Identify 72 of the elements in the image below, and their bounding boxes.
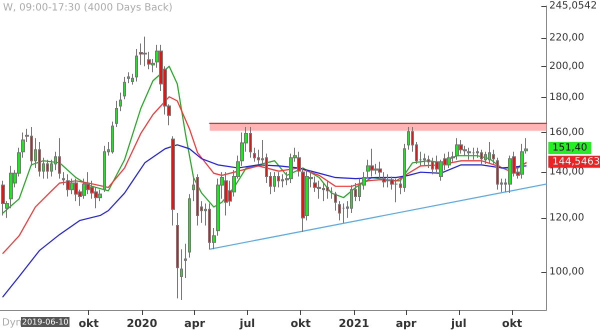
- candlestick: [508, 155, 512, 194]
- candlestick: [131, 73, 134, 86]
- y-tick-label: 120,00: [549, 212, 584, 224]
- candlestick: [58, 138, 61, 180]
- x-tick-label: jul: [450, 317, 466, 330]
- candlestick: [330, 186, 333, 200]
- candlestick: [338, 200, 341, 221]
- candlestick: [423, 153, 426, 166]
- candlestick: [386, 174, 390, 188]
- line-series: [2, 144, 527, 298]
- candlestick: [342, 202, 345, 224]
- candlestick: [180, 248, 183, 301]
- candlestick: [86, 172, 90, 195]
- x-tick-label: okt: [290, 317, 311, 330]
- candlestick: [488, 141, 491, 164]
- line-series: [2, 66, 527, 214]
- candlestick: [350, 184, 353, 214]
- chart-title: W, 09:00-17:30 (4000 Days Back): [3, 2, 173, 14]
- x-tick-label: apr: [184, 317, 206, 330]
- candlestick: [143, 36, 147, 67]
- candlestick: [447, 151, 451, 168]
- candlestick: [1, 180, 5, 216]
- candlestick: [188, 194, 191, 258]
- x-tick-label: okt: [502, 317, 522, 330]
- candlestick: [66, 174, 70, 197]
- y-tick-label: 200,00: [549, 60, 584, 72]
- candlestick: [496, 157, 499, 190]
- candlestick: [224, 172, 228, 216]
- text: 151,40: [552, 142, 588, 154]
- line-series: [2, 96, 527, 254]
- candlestick: [103, 145, 106, 192]
- candlestick: [277, 172, 280, 188]
- candlestick: [119, 92, 122, 112]
- candlestick: [196, 174, 199, 226]
- y-tick-label: 245,0542: [549, 0, 598, 12]
- y-tick-label: 180,00: [549, 92, 584, 104]
- x-tick-label: jul: [238, 317, 256, 330]
- candlestick: [394, 178, 398, 203]
- y-tick-label: 160,00: [549, 127, 584, 138]
- candlestick: [135, 48, 138, 82]
- candlestick: [171, 136, 175, 226]
- candlestick: [111, 121, 114, 154]
- text: 144,5463: [552, 156, 600, 168]
- candlestick: [334, 191, 337, 212]
- candlestick: [317, 180, 321, 200]
- candlestick: [403, 143, 406, 192]
- y-tick-label: 100,00: [549, 266, 584, 278]
- candlestick: [38, 141, 41, 177]
- candlestick: [115, 100, 118, 128]
- candlestick: [46, 159, 49, 180]
- x-tick-label: okt: [78, 317, 99, 330]
- candlestick: [407, 126, 410, 150]
- candlestick: [253, 147, 256, 162]
- candlestick: [326, 180, 329, 200]
- text: 2019-06-10: [22, 318, 68, 326]
- candlestick: [176, 212, 179, 299]
- candlestick: [467, 147, 471, 160]
- x-tick-label: apr: [396, 317, 418, 330]
- candlestick: [184, 243, 187, 279]
- candlestick: [74, 178, 78, 202]
- candlestick: [273, 172, 276, 192]
- candlestick: [480, 149, 483, 164]
- candlestick: [123, 76, 126, 100]
- text: Dyn: [2, 318, 22, 328]
- candlestick: [370, 148, 374, 177]
- x-tick-label: 2021: [338, 317, 370, 330]
- y-tick-label: 220,00: [549, 32, 584, 44]
- candlestick: [455, 138, 459, 160]
- candlestick: [62, 172, 65, 186]
- candlestick: [127, 72, 130, 84]
- y-tick-label: 140,00: [549, 166, 584, 178]
- x-tick-label: 2020: [126, 317, 158, 330]
